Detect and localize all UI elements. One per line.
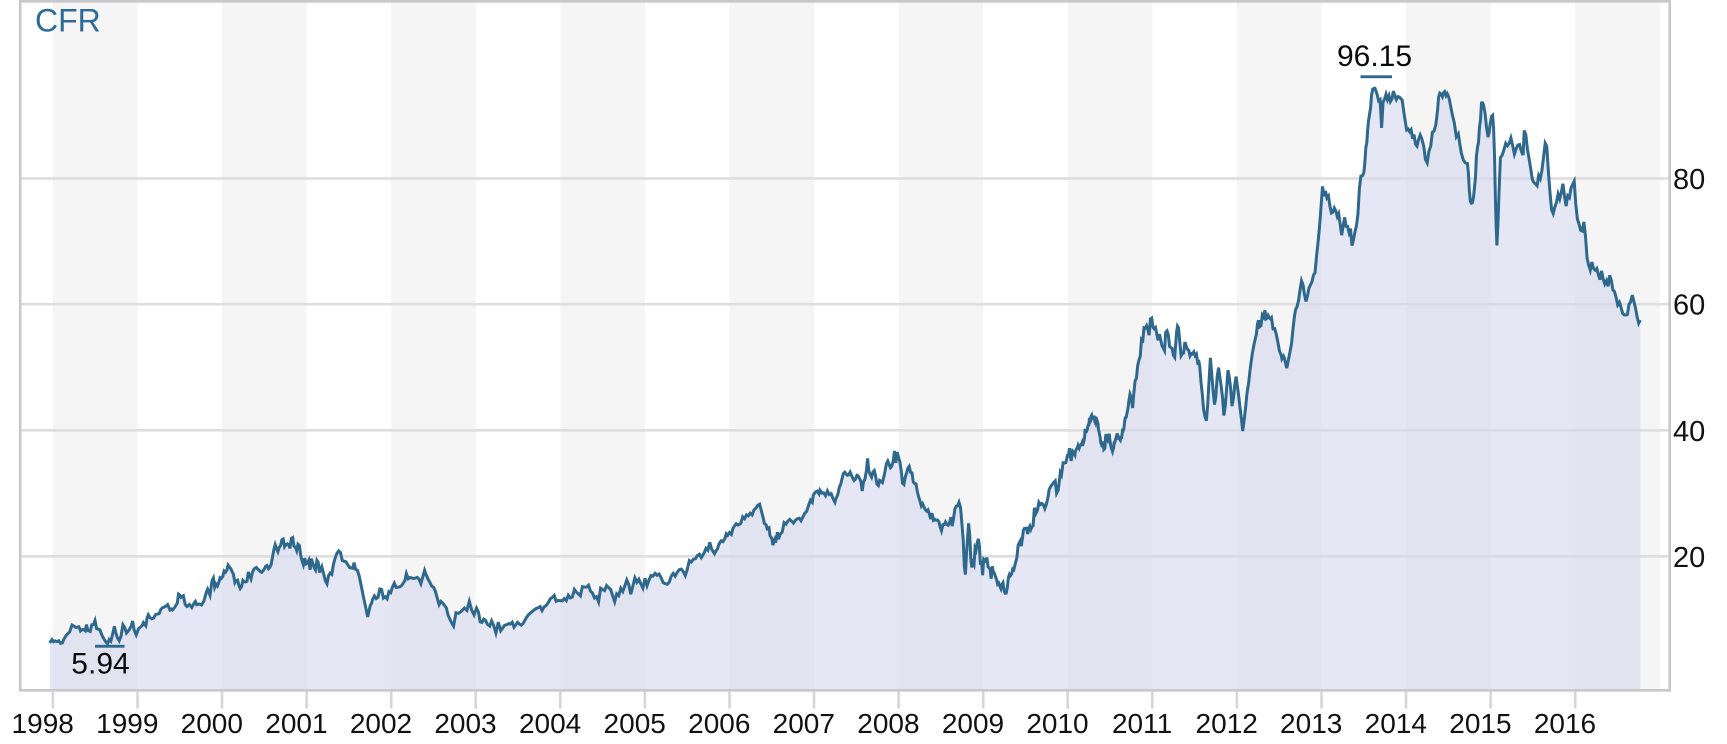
svg-text:20: 20 (1673, 542, 1705, 574)
svg-text:2002: 2002 (350, 708, 412, 739)
svg-text:80: 80 (1673, 164, 1705, 196)
svg-text:2009: 2009 (942, 708, 1004, 739)
svg-text:2005: 2005 (604, 708, 666, 739)
svg-text:60: 60 (1673, 290, 1705, 322)
svg-text:2008: 2008 (857, 708, 919, 739)
svg-text:40: 40 (1673, 416, 1705, 448)
svg-text:2001: 2001 (265, 708, 327, 739)
svg-text:2014: 2014 (1365, 708, 1427, 739)
svg-text:2006: 2006 (688, 708, 750, 739)
svg-text:2010: 2010 (1026, 708, 1088, 739)
svg-text:96.15: 96.15 (1337, 40, 1412, 73)
svg-text:2004: 2004 (519, 708, 581, 739)
svg-text:2003: 2003 (434, 708, 496, 739)
svg-text:2000: 2000 (181, 708, 243, 739)
svg-text:5.94: 5.94 (71, 648, 129, 681)
svg-text:1999: 1999 (96, 708, 158, 739)
svg-text:2011: 2011 (1112, 708, 1172, 739)
svg-text:2012: 2012 (1196, 708, 1258, 739)
svg-text:2007: 2007 (773, 708, 835, 739)
svg-text:2013: 2013 (1280, 708, 1342, 739)
svg-text:CFR: CFR (35, 3, 101, 39)
svg-text:2015: 2015 (1449, 708, 1511, 739)
svg-text:2016: 2016 (1534, 708, 1596, 739)
svg-text:1998: 1998 (12, 708, 74, 739)
